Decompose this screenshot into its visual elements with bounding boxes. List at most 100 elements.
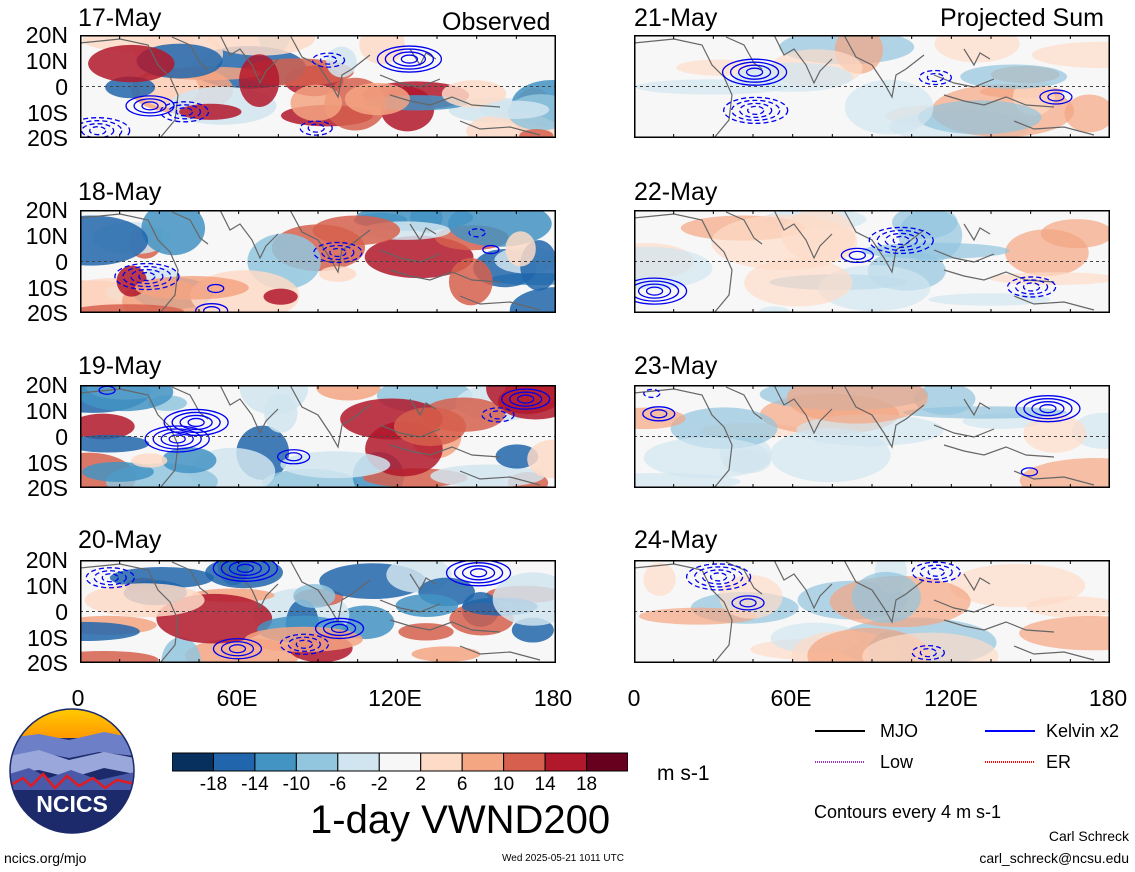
kelvin-contour (453, 562, 504, 584)
kelvin-contour (876, 229, 926, 252)
map-panel-observed-2 (80, 210, 556, 313)
kelvin-contour (160, 431, 194, 447)
map-field (80, 560, 556, 663)
field-blob (326, 46, 357, 78)
field-blob (902, 406, 1067, 419)
kelvin-contour (500, 388, 551, 410)
kelvin-contour (279, 633, 329, 655)
lon-label-left-0: 0 (71, 685, 85, 711)
field-blob (393, 407, 467, 447)
kelvin-contour (319, 55, 338, 65)
field-blob (1023, 414, 1087, 453)
kelvin-contour (516, 394, 535, 404)
field-blob (134, 275, 249, 300)
kelvin-contour (138, 271, 156, 282)
field-blob (1026, 596, 1110, 618)
lon-label-right-0: 0 (627, 685, 641, 711)
kelvin-contour (489, 410, 507, 420)
kelvin-contour (645, 286, 664, 296)
colorbar-tick-label: -6 (329, 774, 347, 795)
kelvin-contour (747, 105, 765, 116)
kelvin-contour (745, 67, 764, 77)
field-blob (495, 444, 539, 469)
field-blob (928, 293, 1051, 306)
field-blob (448, 258, 493, 306)
coastline (289, 35, 371, 99)
field-blob (398, 623, 454, 641)
kelvin-contour (739, 102, 773, 119)
coastline (725, 211, 763, 245)
field-blob (131, 453, 168, 468)
kelvin-contour (228, 644, 247, 654)
field-blob (395, 594, 459, 618)
field-blob (80, 385, 174, 412)
kelvin-contour (311, 52, 346, 68)
map-panel-observed-1 (80, 35, 556, 138)
kelvin-contour (911, 644, 945, 661)
coastline (634, 213, 733, 313)
lat-label-10s-3: 10S (27, 450, 68, 476)
colorbar-swatch (503, 752, 546, 772)
kelvin-contour (330, 623, 349, 634)
kelvin-contour (848, 250, 866, 261)
colorbar-swatch (378, 752, 422, 772)
kelvin-contour (1047, 92, 1065, 102)
kelvin-contour (911, 561, 961, 583)
coastline (219, 210, 279, 260)
coastline (773, 210, 833, 260)
panel-title-observed-4: 20-May (78, 526, 162, 554)
kelvin-contour (80, 120, 123, 138)
kelvin-contour (482, 244, 500, 255)
field-blob (88, 44, 175, 83)
kelvin-contour (868, 226, 934, 255)
kelvin-contour (1023, 398, 1073, 420)
kelvin-contour (101, 573, 119, 583)
field-blob (430, 464, 545, 488)
map-panel-projected-4 (634, 560, 1110, 663)
lat-label-0-2: 0 (55, 249, 68, 275)
coastline (409, 223, 437, 242)
coastline (409, 573, 437, 592)
coastline (219, 35, 279, 85)
coastline (933, 249, 995, 263)
field-blob (1019, 458, 1110, 488)
map-panel-projected-2 (634, 210, 1110, 313)
observed-column-title: Observed (442, 8, 551, 36)
colorbar-tick-label: 10 (493, 774, 515, 795)
map-field (80, 385, 556, 488)
colorbar-tick-label: -14 (241, 774, 269, 795)
kelvin-contour (892, 235, 910, 246)
kelvin-contour (163, 408, 229, 437)
colorbar-swatch (295, 752, 339, 772)
kelvin-contour (384, 48, 435, 70)
kelvin-contour (287, 636, 321, 652)
kelvin-contour (1020, 467, 1039, 477)
lon-label-right-120e: 120E (924, 685, 978, 711)
lat-label-20s-1: 20S (27, 125, 68, 151)
field-blob (638, 607, 758, 625)
field-blob (479, 100, 550, 119)
kelvin-contour (739, 598, 757, 608)
panel-title-observed-3: 19-May (78, 352, 162, 380)
legend-label-low: Low (880, 752, 914, 772)
kelvin-contour (321, 244, 355, 261)
legend-label-mjo: MJO (880, 721, 918, 741)
lon-label-right-60e: 60E (770, 685, 812, 711)
coastline (963, 573, 991, 592)
colorbar-tick-label: 14 (534, 774, 556, 795)
kelvin-contour (1031, 401, 1065, 417)
field-blob (244, 626, 363, 653)
field-blob (179, 103, 242, 120)
coastline (1013, 645, 1095, 661)
coastline (389, 619, 501, 633)
ncics-logo: NCICS (9, 708, 135, 834)
kelvin-contour (642, 406, 676, 422)
kelvin-contour (1022, 282, 1041, 292)
coastline (171, 211, 209, 245)
kelvin-contour (481, 407, 515, 423)
legend-lines (815, 730, 1035, 763)
kelvin-contour (1015, 395, 1081, 423)
kelvin-contour (85, 567, 135, 589)
colorbar-tick-label: 2 (415, 774, 426, 795)
kelvin-contour (207, 283, 225, 294)
